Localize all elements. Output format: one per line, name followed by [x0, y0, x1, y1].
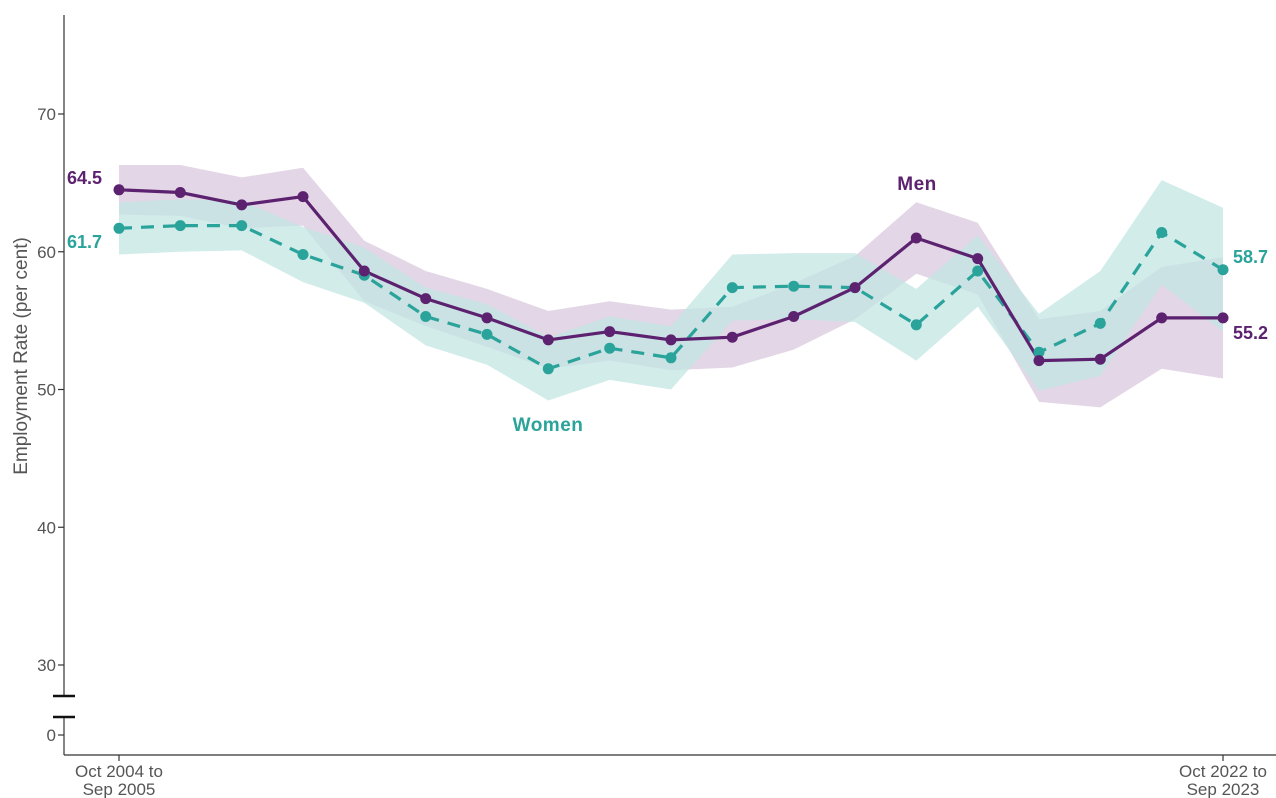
women-data-point — [1033, 346, 1045, 358]
women-data-point — [604, 342, 616, 354]
women-data-point — [1094, 317, 1106, 329]
women-data-point — [113, 222, 125, 234]
women-data-point — [236, 220, 248, 232]
men-data-point — [1217, 312, 1229, 324]
axes — [53, 15, 1276, 756]
x-tick-label: Oct 2022 to Sep 2023 — [1179, 762, 1267, 798]
women-end-value: 58.7 — [1233, 247, 1268, 267]
women-data-point — [542, 363, 554, 375]
men-data-point — [972, 253, 984, 265]
series-points — [113, 184, 1229, 375]
men-data-point — [910, 232, 922, 244]
men-end-value: 55.2 — [1233, 323, 1268, 343]
women-data-point — [1217, 264, 1229, 276]
men-data-point — [420, 293, 432, 305]
y-axis-title: Employment Rate (per cent) — [11, 237, 32, 475]
x-ticks: Oct 2004 to Sep 2005 Oct 2022 to Sep 2023 — [75, 755, 1267, 798]
men-data-point — [481, 312, 493, 324]
men-data-point — [1033, 355, 1045, 367]
men-data-point — [542, 334, 554, 346]
women-data-point — [420, 311, 432, 322]
men-data-point — [236, 199, 248, 211]
x-tick-label: Oct 2004 to Sep 2005 — [75, 762, 163, 798]
women-data-point — [788, 280, 800, 292]
y-tick-label: 40 — [37, 518, 56, 537]
men-data-point — [665, 334, 677, 346]
women-series-label: Women — [513, 415, 584, 436]
men-start-value: 64.5 — [67, 168, 102, 188]
y-ticks: 0 30 40 50 60 70 — [37, 105, 64, 745]
men-data-point — [788, 311, 800, 322]
men-data-point — [174, 187, 186, 198]
men-data-point — [113, 184, 125, 196]
men-data-point — [849, 282, 861, 294]
men-data-point — [297, 191, 309, 203]
confidence-bands — [119, 165, 1223, 408]
men-data-point — [358, 265, 370, 277]
women-data-point — [481, 328, 493, 340]
women-data-point — [1156, 227, 1168, 238]
men-confidence-band — [119, 165, 1223, 408]
women-data-point — [972, 265, 984, 277]
y-tick-label: 70 — [37, 105, 56, 124]
women-data-point — [174, 220, 186, 232]
men-data-point — [1156, 312, 1168, 324]
men-series-label: Men — [897, 174, 937, 195]
women-start-value: 61.7 — [67, 232, 102, 252]
y-tick-label: 0 — [47, 726, 56, 745]
y-tick-label: 30 — [37, 656, 56, 675]
y-tick-label: 50 — [37, 381, 56, 400]
men-data-point — [1094, 353, 1106, 365]
women-data-point — [665, 352, 677, 364]
women-data-point — [726, 282, 738, 294]
women-data-point — [910, 319, 922, 331]
men-data-point — [604, 326, 616, 338]
women-data-point — [297, 249, 309, 260]
y-tick-label: 60 — [37, 243, 56, 262]
men-data-point — [726, 331, 738, 343]
